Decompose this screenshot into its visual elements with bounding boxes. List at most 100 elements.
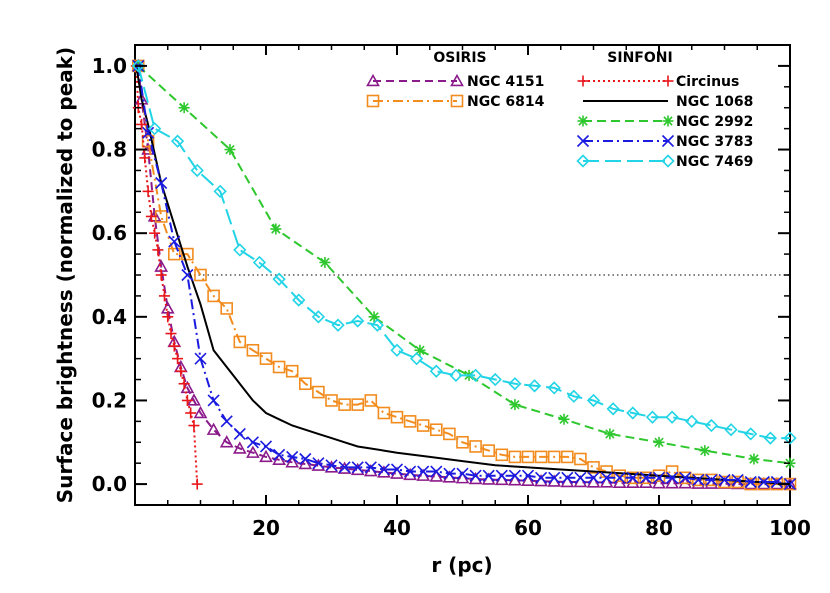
legend-marker [450,94,464,108]
data-point-ngc-7469 [351,314,365,328]
data-point-ngc-6814 [482,444,496,457]
data-point-ngc-2992 [319,256,331,268]
data-point-circinus [181,394,193,406]
legend-label: NGC 7469 [676,154,753,170]
data-point-circinus [145,210,157,222]
data-point-ngc-4151 [232,441,247,454]
data-point-ngc-4151 [625,475,640,489]
legend-label: NGC 6814 [467,94,545,110]
y-tick-label: 0.0 [92,472,127,496]
data-point-ngc-4151 [193,405,208,419]
data-point-ngc-6814 [377,406,391,420]
legend-label: Circinus [676,74,739,90]
data-point-ngc-7469 [331,318,345,332]
data-point-ngc-6814 [416,419,430,432]
data-point-circinus [158,290,170,302]
data-point-ngc-3783 [351,461,364,474]
data-point-ngc-3783 [744,475,757,489]
data-point-ngc-6814 [718,475,731,489]
data-point-ngc-7469 [213,184,227,198]
legend-marker [661,134,675,148]
data-point-ngc-7469 [170,134,185,148]
data-point-ngc-3783 [207,394,220,407]
data-point-ngc-3783 [246,436,259,449]
data-point-circinus [188,420,200,432]
data-point-ngc-3783 [495,469,508,482]
data-point-ngc-3783 [692,473,705,486]
data-point-ngc-7469 [390,343,404,357]
data-point-circinus [172,353,184,365]
data-point-ngc-3783 [259,440,273,453]
data-point-ngc-4151 [429,469,444,482]
data-point-ngc-7469 [567,389,581,403]
data-point-ngc-3783 [194,352,207,365]
data-point-ngc-3783 [417,465,430,478]
data-point-ngc-7469 [272,272,286,286]
data-point-circinus [152,244,164,256]
data-point-ngc-3783 [390,463,404,476]
data-point-ngc-3783 [220,415,233,428]
data-point-ngc-3783 [142,126,155,139]
data-point-ngc-6814 [298,377,312,391]
y-tick-label: 0.6 [92,221,127,245]
data-point-ngc-6814 [521,450,535,464]
data-point-ngc-6814 [285,364,299,378]
data-point-ngc-4151 [599,475,614,488]
data-point-ngc-6814 [325,394,338,407]
data-point-ngc-3783 [587,471,600,484]
data-point-ngc-6814 [534,450,548,464]
data-point-ngc-6814 [443,427,456,441]
data-point-ngc-6814 [338,398,351,411]
data-point-circinus [136,118,148,130]
legend-marker [577,75,589,87]
data-point-ngc-3783 [338,461,351,474]
data-point-ngc-6814 [364,394,378,407]
data-point-circinus [175,365,187,377]
legend-label: NGC 1068 [676,94,753,110]
data-point-ngc-4151 [652,476,666,489]
data-point-ngc-4151 [508,473,522,486]
data-point-circinus [149,227,161,239]
data-point-circinus [165,328,177,340]
data-point-circinus [168,340,180,352]
data-point-ngc-6814 [456,435,469,449]
legend-entry-ngc-3783: NGC 3783 [576,134,753,150]
data-point-ngc-7469 [665,410,679,424]
data-point-ngc-7469 [626,406,640,420]
data-point-ngc-6814 [246,343,260,357]
y-tick-label: 1.0 [92,54,127,78]
data-point-ngc-4151 [665,476,679,489]
data-point-ngc-3783 [508,469,521,482]
data-point-ngc-7469 [370,318,384,332]
legend-entry-ngc-2992: NGC 2992 [577,114,753,130]
series-ngc-1068 [135,65,791,486]
data-point-ngc-2992 [604,428,616,440]
data-point-ngc-6814 [429,423,443,437]
data-point-ngc-7469 [744,427,758,441]
data-point-ngc-2992 [509,399,521,411]
legend-marker [662,75,674,87]
data-point-ngc-7469 [148,122,162,136]
data-point-ngc-2992 [368,311,380,323]
data-point-ngc-6814 [390,410,404,424]
legend-entry-circinus: Circinus [577,74,739,90]
series-line-ngc-7469 [137,65,790,440]
data-point-circinus [155,269,167,281]
data-point-ngc-3783 [377,463,390,476]
x-tick-label: 100 [769,516,811,540]
data-point-ngc-2992 [748,453,760,465]
data-point-ngc-4151 [259,449,273,463]
data-point-ngc-3783 [652,471,666,484]
data-point-ngc-6814 [220,302,233,315]
legend-label: NGC 2992 [676,114,753,130]
series-line-ngc-1068 [135,65,791,486]
data-point-ngc-3783 [430,465,443,478]
series-layer [130,58,797,491]
data-point-ngc-3783 [613,471,626,484]
data-point-ngc-3783 [155,176,168,190]
data-point-ngc-7469 [429,364,443,378]
legend-label: NGC 3783 [676,134,753,150]
data-point-circinus [178,378,190,390]
data-point-ngc-3783 [312,457,325,470]
axis-layer: 20 40 60 80 100 0.0 0.2 0.4 0.6 0.8 1.0 [92,45,811,540]
